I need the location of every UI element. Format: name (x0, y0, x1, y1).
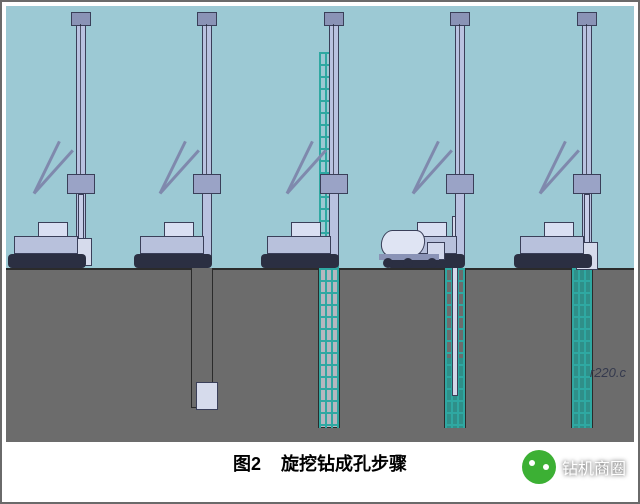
rebar-cage (572, 268, 592, 428)
rotary-drive (320, 174, 348, 194)
mast-head (324, 12, 344, 26)
diagram-area: r220.c (6, 6, 634, 442)
wechat-icon (522, 450, 556, 484)
mixer-drum (380, 230, 427, 256)
rig-steps-container (6, 6, 634, 442)
wechat-watermark: 钻机商圈 (522, 450, 626, 484)
rotary-drive (446, 174, 474, 194)
wheel-icon (427, 258, 437, 268)
rotary-drive (193, 174, 221, 194)
caption-label: 图2 (233, 454, 261, 474)
crawler-tracks (261, 254, 339, 268)
rig-body (520, 236, 584, 254)
rig-step (6, 6, 132, 442)
rig-body (14, 236, 78, 254)
wheel-icon (403, 258, 413, 268)
rig-step (132, 6, 258, 442)
crawler-tracks (8, 254, 86, 268)
winch-cable (459, 24, 460, 184)
figure-frame: r220.c 图2 旋挖钻成孔步骤 钻机商圈 (0, 0, 640, 504)
rig-step (259, 6, 385, 442)
wheel-icon (383, 258, 393, 268)
winch-cable (586, 24, 587, 184)
drill-bucket (196, 382, 218, 410)
crawler-tracks (134, 254, 212, 268)
corner-watermark-text: r220.c (590, 365, 626, 380)
rotary-drive (67, 174, 95, 194)
rig-base (8, 222, 86, 268)
caption-text: 旋挖钻成孔步骤 (281, 454, 407, 474)
rig-body (140, 236, 204, 254)
concrete-truck (377, 230, 445, 268)
crawler-tracks (514, 254, 592, 268)
winch-cable (80, 24, 81, 184)
rotary-drive (573, 174, 601, 194)
rig-base (134, 222, 212, 268)
rig-base (514, 222, 592, 268)
rig-body (267, 236, 331, 254)
winch-cable (333, 24, 334, 184)
winch-cable (206, 24, 207, 184)
rig-step (385, 6, 511, 442)
mast-head (450, 12, 470, 26)
mast-head (577, 12, 597, 26)
rig-base (261, 222, 339, 268)
mast-head (71, 12, 91, 26)
watermark-text: 钻机商圈 (562, 455, 626, 479)
mast-head (197, 12, 217, 26)
